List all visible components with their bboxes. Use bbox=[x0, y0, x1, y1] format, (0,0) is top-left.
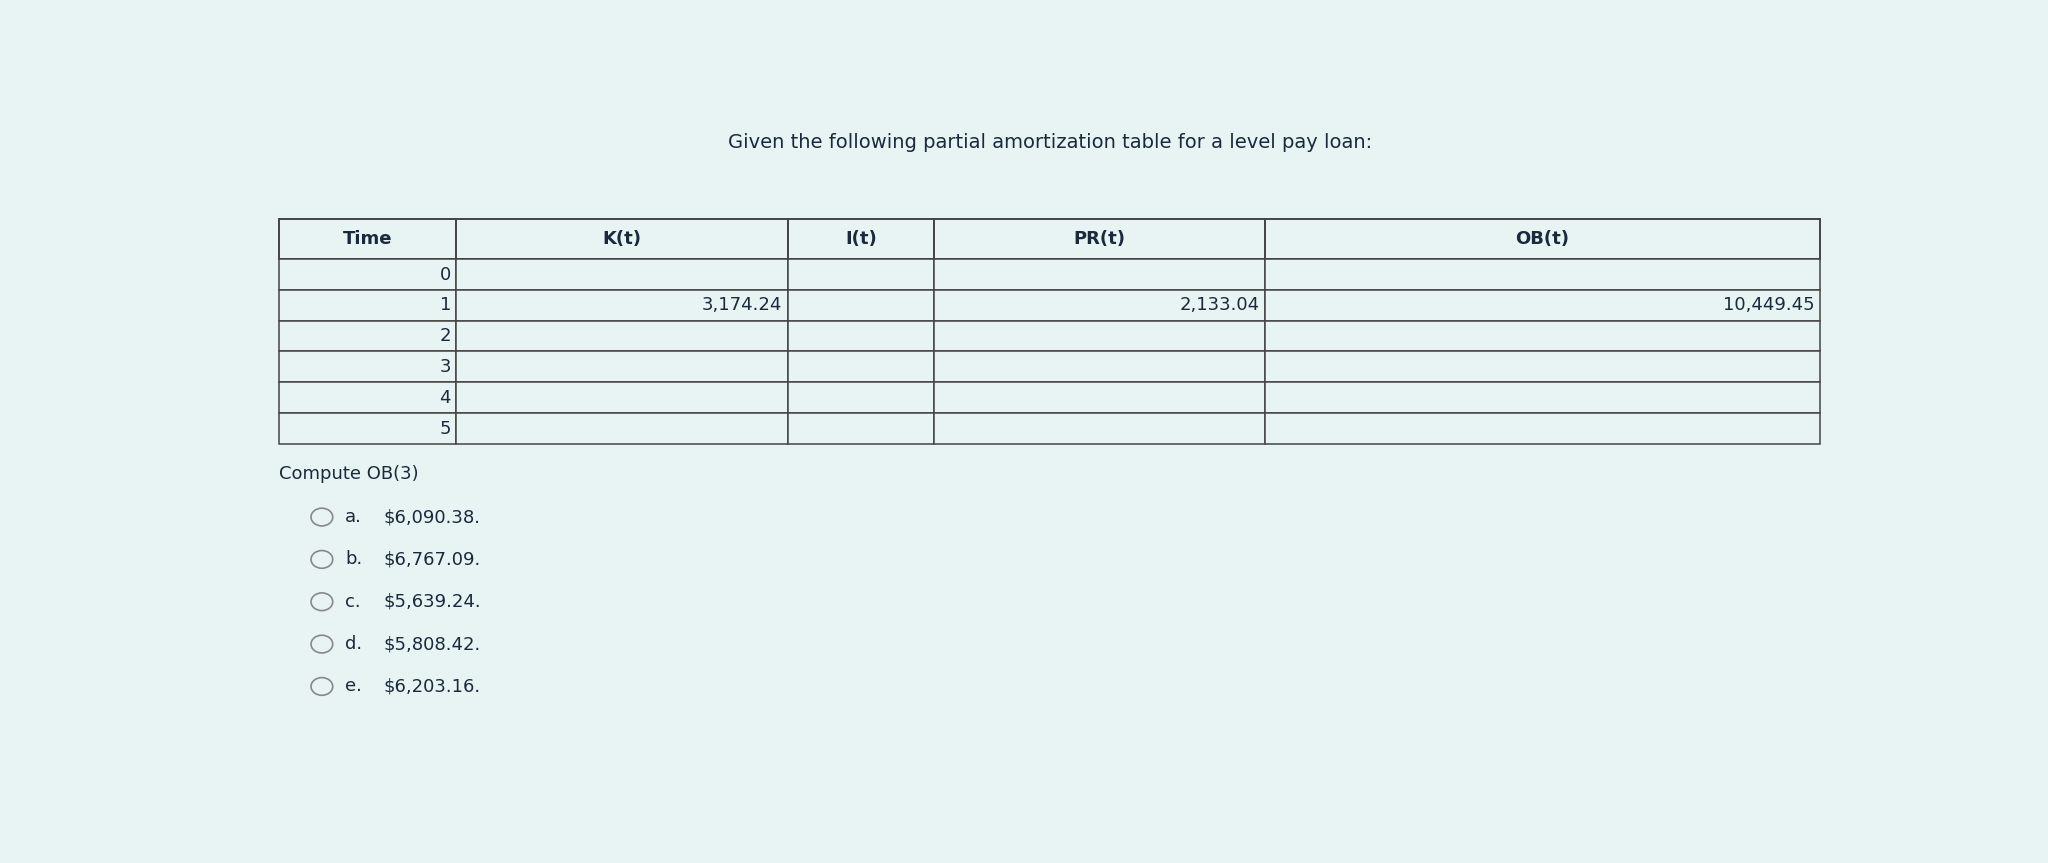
Text: a.: a. bbox=[346, 508, 362, 526]
Bar bbox=[934, 382, 1266, 413]
Text: 3,174.24: 3,174.24 bbox=[702, 296, 782, 314]
Bar bbox=[934, 259, 1266, 290]
Bar bbox=[457, 351, 788, 382]
Text: b.: b. bbox=[346, 551, 362, 569]
Bar bbox=[1266, 382, 1821, 413]
Bar bbox=[1266, 413, 1821, 444]
Bar bbox=[788, 382, 934, 413]
Text: $6,090.38.: $6,090.38. bbox=[383, 508, 481, 526]
Bar bbox=[934, 413, 1266, 444]
Text: $5,808.42.: $5,808.42. bbox=[383, 635, 481, 653]
Ellipse shape bbox=[311, 635, 332, 653]
Bar bbox=[457, 413, 788, 444]
Bar bbox=[788, 290, 934, 321]
Bar bbox=[788, 413, 934, 444]
Bar bbox=[1266, 321, 1821, 351]
Ellipse shape bbox=[311, 551, 332, 568]
Text: Given the following partial amortization table for a level pay loan:: Given the following partial amortization… bbox=[727, 133, 1372, 152]
Text: I(t): I(t) bbox=[846, 230, 877, 248]
Ellipse shape bbox=[311, 593, 332, 611]
Text: d.: d. bbox=[346, 635, 362, 653]
Text: e.: e. bbox=[346, 677, 362, 696]
Text: OB(t): OB(t) bbox=[1516, 230, 1569, 248]
Text: c.: c. bbox=[346, 593, 360, 611]
Text: Compute OB(3): Compute OB(3) bbox=[279, 465, 420, 483]
Text: 2,133.04: 2,133.04 bbox=[1180, 296, 1260, 314]
Bar bbox=[457, 382, 788, 413]
Bar bbox=[279, 321, 457, 351]
Bar bbox=[788, 321, 934, 351]
Bar bbox=[279, 219, 457, 259]
Text: 0: 0 bbox=[440, 266, 451, 284]
Bar bbox=[279, 413, 457, 444]
Bar bbox=[934, 321, 1266, 351]
Text: 4: 4 bbox=[440, 388, 451, 406]
Text: PR(t): PR(t) bbox=[1073, 230, 1126, 248]
Bar bbox=[457, 290, 788, 321]
Bar bbox=[934, 351, 1266, 382]
Text: 10,449.45: 10,449.45 bbox=[1722, 296, 1815, 314]
Bar bbox=[788, 219, 934, 259]
Bar bbox=[1266, 351, 1821, 382]
Ellipse shape bbox=[311, 677, 332, 696]
Text: Time: Time bbox=[344, 230, 393, 248]
Text: 5: 5 bbox=[440, 419, 451, 438]
Bar bbox=[457, 259, 788, 290]
Bar bbox=[1266, 259, 1821, 290]
Bar bbox=[457, 219, 788, 259]
Bar bbox=[1266, 219, 1821, 259]
Text: $6,203.16.: $6,203.16. bbox=[383, 677, 481, 696]
Bar bbox=[788, 351, 934, 382]
Bar bbox=[279, 351, 457, 382]
Text: 1: 1 bbox=[440, 296, 451, 314]
Bar bbox=[1266, 290, 1821, 321]
Text: $6,767.09.: $6,767.09. bbox=[383, 551, 481, 569]
Text: 3: 3 bbox=[440, 358, 451, 376]
Ellipse shape bbox=[311, 508, 332, 526]
Text: $5,639.24.: $5,639.24. bbox=[383, 593, 481, 611]
Bar bbox=[279, 290, 457, 321]
Bar bbox=[279, 259, 457, 290]
Bar bbox=[457, 321, 788, 351]
Bar bbox=[934, 290, 1266, 321]
Bar bbox=[788, 259, 934, 290]
Text: 2: 2 bbox=[440, 327, 451, 345]
Text: K(t): K(t) bbox=[602, 230, 641, 248]
Bar bbox=[279, 382, 457, 413]
Bar bbox=[934, 219, 1266, 259]
